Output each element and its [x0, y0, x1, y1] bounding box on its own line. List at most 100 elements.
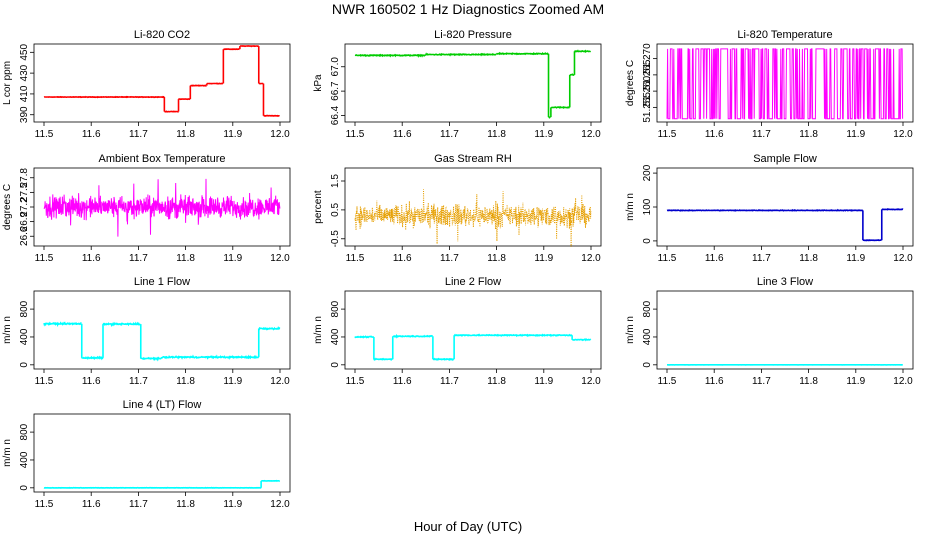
plot-frame [33, 290, 291, 370]
panel-5: Sample Flow 11.5 11.6 11.7 11.8 11.9 12.0 0 100 2… [625, 153, 914, 264]
x-tick-label: 11.5 [35, 499, 54, 510]
y-axis-label: m/m n [625, 193, 636, 221]
x-tick-label: 11.6 [393, 253, 412, 264]
x-tick-label: 11.6 [82, 253, 101, 264]
x-tick-label: 11.8 [487, 376, 506, 387]
y-tick-label: 800 [19, 423, 30, 440]
panel-1: Li-820 Pressure 11.5 11.6 11.7 11.8 11.9 12.0 6… [313, 29, 602, 140]
series-segment [354, 335, 374, 339]
y-tick-label: 66.4 [330, 105, 341, 125]
y-tick-label: 0 [330, 362, 341, 368]
y-axis-label: m/m n [2, 439, 13, 467]
x-tick-label: 12.0 [270, 499, 290, 510]
panel-9: Line 4 (LT) Flow 11.5 11.6 11.7 11.8 11.9 12.0… [2, 399, 291, 510]
series-line [666, 48, 904, 120]
x-tick-label: 11.9 [534, 253, 553, 264]
x-tick-label: 11.6 [393, 376, 412, 387]
x-tick-label: 11.8 [799, 253, 818, 264]
x-tick-label: 11.8 [487, 253, 506, 264]
y-axis-label: m/m n [625, 316, 636, 344]
panel-title: Line 4 (LT) Flow [123, 399, 202, 411]
x-tick-label: 11.6 [82, 376, 101, 387]
y-axis-label: m/m n [313, 316, 324, 344]
x-tick-label: 11.6 [705, 253, 724, 264]
series-segment [81, 355, 104, 361]
plot-frame [33, 413, 291, 493]
y-tick-label: 67.0 [330, 57, 341, 77]
panel-title: Li-820 CO2 [134, 29, 190, 41]
y-tick-label: 27.2 [19, 197, 30, 217]
panel-8: Line 3 Flow 11.5 11.6 11.7 11.8 11.9 12.0 0 400 8… [625, 276, 914, 387]
series-segment [571, 337, 592, 342]
x-tick-label: 12.0 [270, 129, 290, 140]
series-segment [496, 51, 549, 56]
x-tick-label: 12.0 [270, 253, 290, 264]
y-tick-label: 51.255 [642, 92, 653, 123]
panel-title: Ambient Box Temperature [99, 153, 226, 165]
x-tick-label: 11.7 [440, 129, 459, 140]
y-axis-label: L cor ppm [2, 61, 13, 105]
x-tick-label: 11.7 [129, 376, 148, 387]
x-tick-label: 11.7 [440, 253, 459, 264]
y-tick-label: 51.270 [642, 43, 653, 74]
x-tick-label: 11.5 [346, 376, 365, 387]
x-tick-label: 11.5 [658, 253, 677, 264]
y-tick-label: 400 [330, 328, 341, 345]
series-segment [161, 354, 260, 360]
x-tick-label: 12.0 [893, 376, 913, 387]
series-segment [258, 326, 281, 332]
series-line [43, 178, 281, 237]
x-tick-label: 11.8 [487, 129, 506, 140]
y-tick-label: 800 [19, 300, 30, 317]
x-tick-label: 11.8 [176, 253, 195, 264]
series-segment [239, 44, 259, 48]
y-tick-label: 27.8 [19, 168, 30, 188]
x-tick-label: 11.9 [846, 376, 865, 387]
x-tick-label: 11.6 [705, 376, 724, 387]
y-tick-label: 800 [330, 300, 341, 317]
panel-title: Line 3 Flow [757, 276, 813, 288]
plot-frame [344, 43, 602, 123]
plot-frame [344, 290, 602, 370]
y-axis-label: m/m n [2, 316, 13, 344]
series-segment [354, 53, 426, 58]
x-tick-label: 11.9 [223, 499, 242, 510]
panel-title: Li-820 Pressure [434, 29, 512, 41]
plot-frame [344, 167, 602, 247]
x-tick-label: 11.6 [705, 129, 724, 140]
x-tick-label: 11.9 [534, 376, 553, 387]
x-tick-label: 11.9 [223, 129, 242, 140]
y-tick-label: 400 [19, 451, 30, 468]
x-tick-label: 11.5 [35, 129, 54, 140]
series-segment [43, 321, 82, 328]
y-tick-label: 1.5 [330, 174, 341, 188]
x-tick-label: 11.9 [223, 376, 242, 387]
y-tick-label: 200 [642, 164, 653, 181]
y-tick-label: 0 [19, 362, 30, 368]
x-tick-label: 11.9 [846, 253, 865, 264]
x-tick-label: 11.8 [799, 376, 818, 387]
series-segment [574, 49, 592, 54]
series-segment [666, 208, 864, 212]
series-segment [140, 356, 163, 362]
y-axis-label: percent [313, 190, 324, 224]
y-tick-label: 26.9 [19, 211, 30, 231]
y-tick-label: 51.265 [642, 59, 653, 90]
x-tick-label: 12.0 [581, 129, 601, 140]
panel-title: Line 1 Flow [134, 276, 190, 288]
x-tick-label: 11.9 [534, 129, 553, 140]
panel-3: Ambient Box Temperature 11.5 11.6 11.7 11.8 1… [2, 153, 291, 264]
x-tick-label: 11.7 [752, 129, 771, 140]
y-tick-label: 800 [642, 300, 653, 317]
y-axis-label: degrees C [625, 60, 636, 106]
y-tick-label: 66.7 [330, 81, 341, 101]
plot-frame [656, 290, 914, 370]
x-tick-label: 11.5 [346, 253, 365, 264]
series-segment [569, 73, 575, 77]
x-tick-label: 11.6 [82, 129, 101, 140]
plot-frame [656, 167, 914, 247]
series-segment [862, 239, 882, 242]
series-segment [550, 105, 570, 110]
